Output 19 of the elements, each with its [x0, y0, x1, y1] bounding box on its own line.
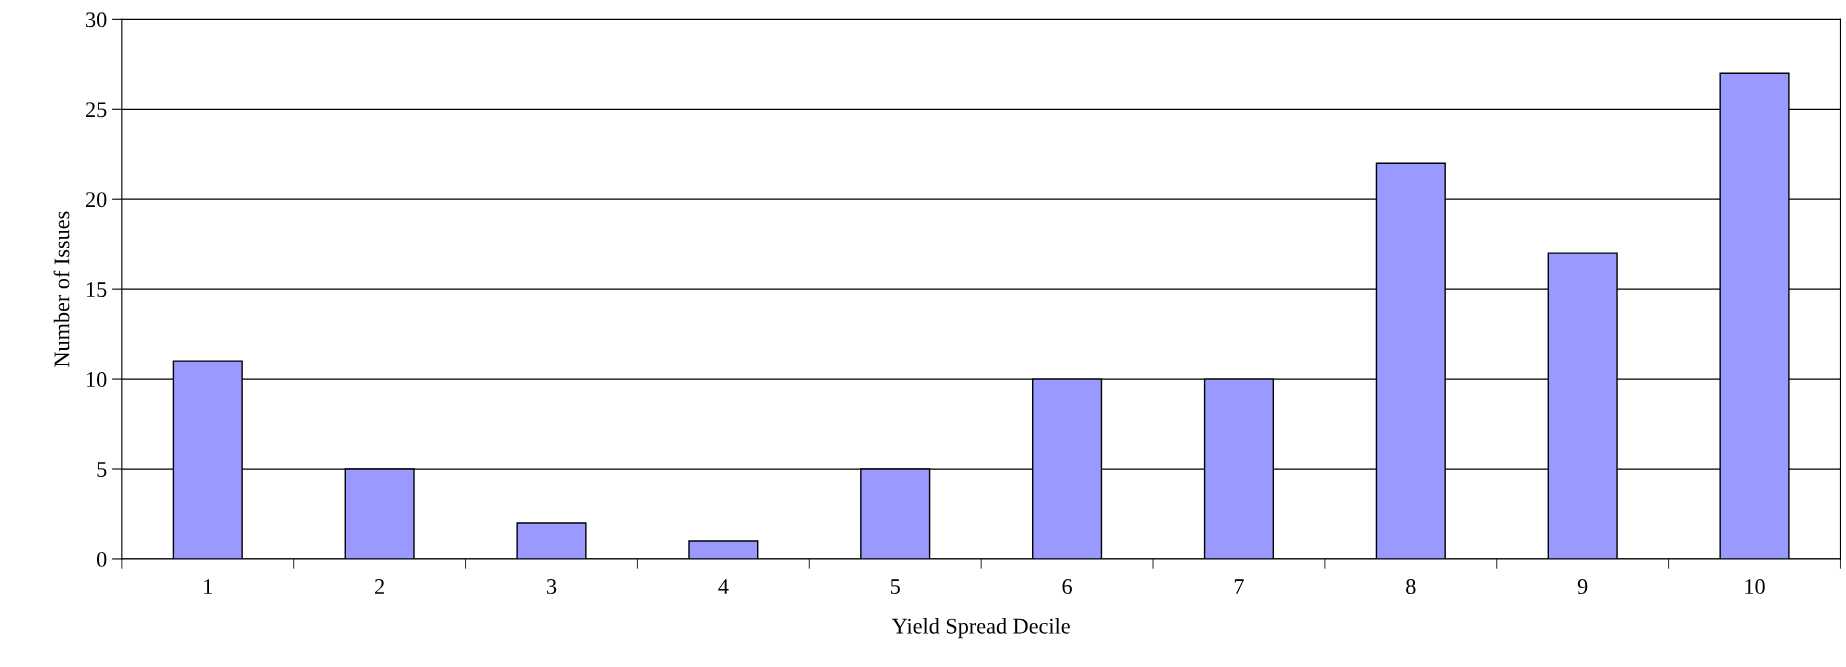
- x-tick-label: 2: [375, 579, 384, 594]
- x-tick-label: 5: [890, 579, 900, 595]
- y-tick-label: 5: [97, 462, 107, 477]
- y-tick-label: 15: [86, 282, 107, 298]
- x-tick-label: 3: [547, 579, 557, 595]
- x-tick-label: 8: [1406, 579, 1416, 595]
- y-axis-title: Number of Issues: [53, 211, 70, 367]
- y-tick-label: 30: [86, 12, 107, 28]
- x-tick-label: 7: [1234, 579, 1244, 594]
- x-tick-label: 10: [1745, 579, 1765, 595]
- x-tick-label: 9: [1577, 579, 1588, 595]
- x-tick-label: 6: [1062, 579, 1072, 595]
- x-axis-title: Yield Spread Decile: [891, 617, 1070, 639]
- x-tick-label: 4: [718, 579, 729, 594]
- y-tick-label: 25: [86, 102, 107, 118]
- y-tick-label: 10: [86, 372, 107, 388]
- y-tick-label: 20: [86, 192, 107, 208]
- y-tick-label: 0: [96, 551, 107, 567]
- x-tick-label: 1: [204, 579, 212, 594]
